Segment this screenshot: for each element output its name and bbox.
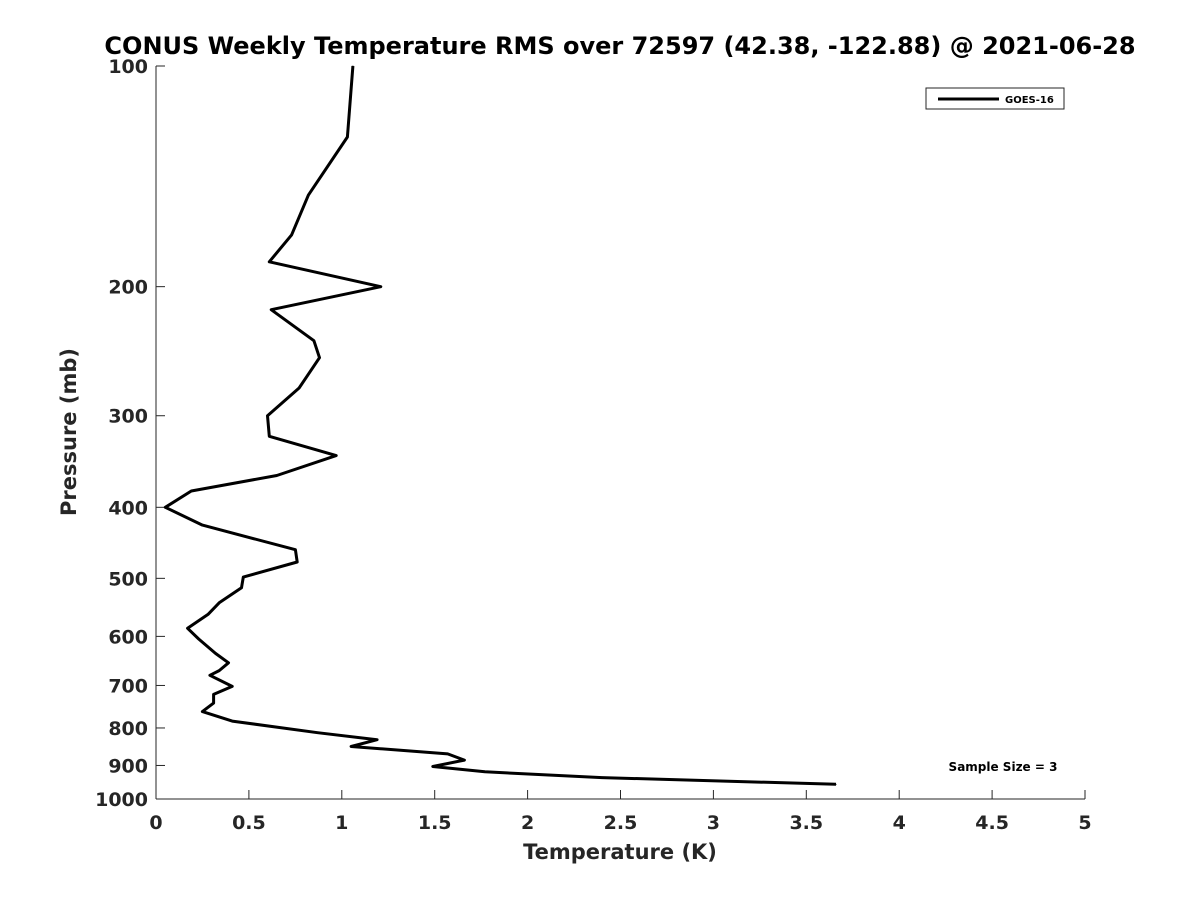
x-tick-label: 4.5 <box>975 812 1009 834</box>
data-point <box>209 674 211 676</box>
y-tick-label: 300 <box>108 406 148 428</box>
data-point <box>350 746 352 748</box>
data-point <box>190 490 192 492</box>
data-point <box>268 261 270 263</box>
data-point <box>266 415 268 417</box>
data-point <box>227 662 229 664</box>
data-point <box>231 685 233 687</box>
data-point <box>432 766 434 768</box>
data-point <box>296 561 298 563</box>
data-point <box>213 693 215 695</box>
data-point <box>214 652 216 654</box>
data-point <box>484 771 486 773</box>
data-point <box>380 286 382 288</box>
x-tick-label: 2 <box>521 812 534 834</box>
data-point <box>201 711 203 713</box>
data-point <box>213 702 215 704</box>
data-point <box>268 435 270 437</box>
data-point <box>294 549 296 551</box>
data-point <box>291 234 293 236</box>
legend-label: GOES-16 <box>1005 95 1054 106</box>
data-point <box>346 136 348 138</box>
plot-area <box>156 66 1085 799</box>
data-point <box>187 627 189 629</box>
data-point <box>335 455 337 457</box>
y-tick-label: 1000 <box>95 789 148 811</box>
data-point <box>198 638 200 640</box>
data-point <box>201 524 203 526</box>
data-point <box>231 720 233 722</box>
x-tick-label: 4 <box>893 812 906 834</box>
data-points <box>164 65 837 785</box>
data-point <box>307 194 309 196</box>
x-axis-label: Temperature (K) <box>523 840 717 864</box>
sample-size-annotation: Sample Size = 3 <box>949 760 1058 774</box>
data-point <box>164 506 166 508</box>
data-point <box>218 602 220 604</box>
x-tick-label: 1 <box>335 812 348 834</box>
data-point <box>313 340 315 342</box>
y-tick-label: 900 <box>108 755 148 777</box>
data-point <box>317 732 319 734</box>
y-tick-label: 800 <box>108 718 148 740</box>
data-point <box>218 670 220 672</box>
x-tick-label: 3.5 <box>789 812 823 834</box>
data-point <box>319 357 321 359</box>
y-ticks: 100 200 300 400 500 600 700 800 900 1000 <box>95 56 165 811</box>
y-tick-label: 200 <box>108 277 148 299</box>
data-point <box>447 753 449 755</box>
x-tick-label: 1.5 <box>418 812 452 834</box>
data-point <box>276 475 278 477</box>
x-ticks: 0 0.5 1 1.5 2 2.5 3 3.5 4 4.5 5 <box>149 790 1092 834</box>
y-tick-label: 600 <box>108 626 148 648</box>
data-point <box>270 309 272 311</box>
x-tick-label: 0 <box>149 812 162 834</box>
x-tick-label: 3 <box>707 812 720 834</box>
y-tick-label: 700 <box>108 675 148 697</box>
y-tick-label: 100 <box>108 56 148 78</box>
x-tick-label: 0.5 <box>232 812 266 834</box>
data-point <box>352 65 354 67</box>
data-point <box>463 759 465 761</box>
data-point <box>240 587 242 589</box>
legend: GOES-16 <box>925 87 1065 110</box>
y-axis-label: Pressure (mb) <box>57 348 81 516</box>
data-point <box>835 783 837 785</box>
data-point <box>242 576 244 578</box>
chart-title: CONUS Weekly Temperature RMS over 72597 … <box>104 32 1135 60</box>
x-tick-label: 2.5 <box>604 812 638 834</box>
data-point <box>298 387 300 389</box>
data-point <box>207 613 209 615</box>
x-tick-label: 5 <box>1078 812 1091 834</box>
y-tick-label: 400 <box>108 497 148 519</box>
data-point <box>601 777 603 779</box>
y-tick-label: 500 <box>108 568 148 590</box>
data-point <box>376 739 378 741</box>
